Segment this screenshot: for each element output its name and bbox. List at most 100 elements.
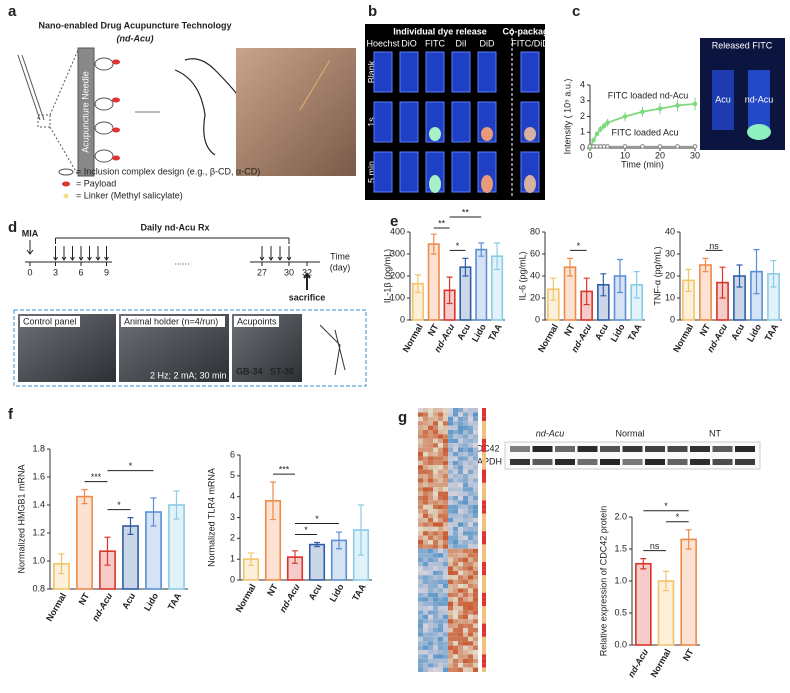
heat-cell bbox=[453, 579, 458, 584]
error-bar bbox=[173, 490, 180, 520]
heat-cell bbox=[448, 575, 453, 580]
error-bar bbox=[81, 489, 88, 505]
heat-side bbox=[482, 447, 486, 452]
heat-cell bbox=[463, 606, 468, 611]
heat-cell bbox=[468, 606, 473, 611]
heat-cell bbox=[418, 610, 423, 615]
heat-cell bbox=[438, 614, 443, 620]
band bbox=[555, 459, 575, 465]
heat-cell bbox=[423, 592, 428, 598]
heat-side bbox=[482, 584, 486, 589]
heat-cell bbox=[473, 566, 478, 571]
axis-label: Time bbox=[330, 251, 350, 261]
heat-cell bbox=[458, 628, 463, 633]
heat-cell bbox=[428, 438, 433, 444]
y-axis-label: IL-1β (pg/mL) bbox=[382, 249, 392, 303]
heat-side bbox=[482, 438, 486, 444]
heat-cell bbox=[443, 575, 448, 580]
y-tick-label: 100 bbox=[390, 292, 405, 302]
marker bbox=[640, 144, 645, 149]
heat-cell bbox=[428, 641, 433, 646]
bar bbox=[635, 562, 652, 646]
heat-cell bbox=[463, 456, 468, 461]
heat-side bbox=[482, 614, 486, 620]
heat-cell bbox=[458, 584, 463, 589]
heat-cell bbox=[463, 443, 468, 448]
y-tick-label: 0.5 bbox=[614, 607, 627, 617]
heat-cell bbox=[458, 496, 463, 501]
y-tick-label: 3 bbox=[230, 512, 235, 522]
heat-cell bbox=[428, 518, 433, 523]
heat-side bbox=[482, 588, 486, 593]
heat-cell bbox=[418, 654, 423, 659]
bar bbox=[699, 264, 712, 321]
heat-cell bbox=[433, 588, 438, 593]
heat-cell bbox=[463, 588, 468, 593]
error-bar bbox=[550, 277, 557, 301]
heat-cell bbox=[468, 478, 473, 483]
heat-cell bbox=[458, 518, 463, 523]
heat-cell bbox=[433, 601, 438, 606]
heat-cell bbox=[463, 540, 468, 545]
column-label: FITC/DiD bbox=[511, 38, 549, 48]
heat-cell bbox=[458, 438, 463, 444]
error-bar bbox=[494, 242, 501, 270]
x-tick-label: Lido bbox=[609, 322, 627, 344]
x-tick-label: 30 bbox=[690, 150, 700, 160]
heat-cell bbox=[423, 614, 428, 620]
heat-cell bbox=[463, 641, 468, 646]
x-tick-label: Acu bbox=[307, 582, 324, 602]
heat-cell bbox=[433, 491, 438, 496]
heat-cell bbox=[418, 623, 423, 628]
heat-cell bbox=[438, 566, 443, 571]
heat-cell bbox=[423, 513, 428, 518]
heat-cell bbox=[458, 636, 463, 642]
heat-cell bbox=[458, 469, 463, 474]
heat-cell bbox=[433, 452, 438, 457]
heat-cell bbox=[448, 522, 453, 527]
heat-cell bbox=[428, 465, 433, 470]
heat-cell bbox=[448, 408, 453, 413]
heat-cell bbox=[453, 469, 458, 474]
heat-cell bbox=[458, 557, 463, 562]
heat-cell bbox=[473, 487, 478, 492]
heat-cell bbox=[448, 438, 453, 444]
heat-cell bbox=[433, 654, 438, 659]
cuvette bbox=[373, 101, 393, 143]
heat-cell bbox=[423, 412, 428, 417]
heat-cell bbox=[418, 482, 423, 488]
heat-cell bbox=[453, 509, 458, 514]
heat-cell bbox=[433, 597, 438, 602]
heat-cell bbox=[428, 535, 433, 540]
heat-side bbox=[482, 412, 486, 417]
heat-side bbox=[482, 500, 486, 505]
heat-cell bbox=[443, 491, 448, 496]
band bbox=[667, 446, 688, 452]
heat-cell bbox=[453, 408, 458, 413]
heat-cell bbox=[458, 562, 463, 567]
heat-cell bbox=[443, 438, 448, 444]
heat-cell bbox=[458, 544, 463, 549]
heat-cell bbox=[443, 526, 448, 532]
photo-title: Released FITC bbox=[712, 40, 773, 50]
heat-cell bbox=[458, 588, 463, 593]
heat-cell bbox=[418, 540, 423, 545]
heat-cell bbox=[468, 601, 473, 606]
heat-cell bbox=[433, 667, 438, 672]
error-bar bbox=[640, 558, 647, 570]
heat-cell bbox=[433, 478, 438, 483]
band bbox=[712, 459, 733, 465]
heat-cell bbox=[428, 628, 433, 633]
day-label: 9 bbox=[104, 267, 109, 277]
heat-cell bbox=[428, 513, 433, 518]
heat-cell bbox=[423, 579, 428, 584]
heat-cell bbox=[468, 632, 473, 637]
heat-cell bbox=[438, 509, 443, 514]
heat-cell bbox=[428, 645, 433, 650]
heat-cell bbox=[453, 584, 458, 589]
heat-cell bbox=[418, 663, 423, 668]
heat-cell bbox=[473, 430, 478, 435]
heat-cell bbox=[438, 588, 443, 593]
heat-cell bbox=[418, 562, 423, 567]
heat-cell bbox=[418, 425, 423, 430]
